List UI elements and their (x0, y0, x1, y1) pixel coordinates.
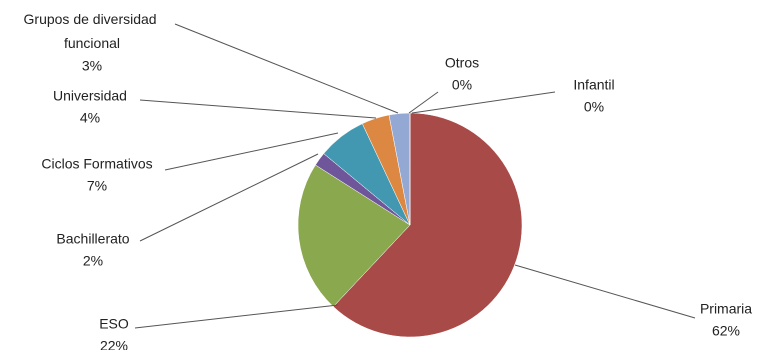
value-label: 22% (100, 338, 128, 350)
leader-line (411, 91, 556, 114)
value-label: 7% (87, 178, 107, 194)
leader-line (514, 264, 696, 319)
leader-line (139, 153, 319, 242)
slice-label: Ciclos Formativos (41, 156, 152, 172)
leader-line (134, 304, 339, 329)
value-label: 3% (82, 58, 102, 74)
leader-line (164, 132, 339, 171)
value-label: 62% (712, 323, 740, 339)
leader-line (139, 99, 377, 119)
pie-slice (332, 112, 523, 338)
slice-label: Bachillerato (56, 231, 129, 247)
value-label: 0% (452, 77, 472, 93)
leader-line (174, 23, 399, 114)
slice-label: Universidad (53, 88, 127, 104)
slice-label: Primaria (700, 301, 752, 317)
value-label: 2% (83, 253, 103, 269)
leader-line (408, 91, 439, 114)
slice-label: ESO (99, 316, 129, 332)
slice-label: Grupos de diversidad funcional (24, 11, 161, 51)
value-label: 4% (80, 110, 100, 126)
value-label: 0% (584, 99, 604, 115)
pie-slice (297, 164, 411, 307)
slice-label: Otros (445, 55, 479, 71)
slice-label: Infantil (573, 77, 614, 93)
